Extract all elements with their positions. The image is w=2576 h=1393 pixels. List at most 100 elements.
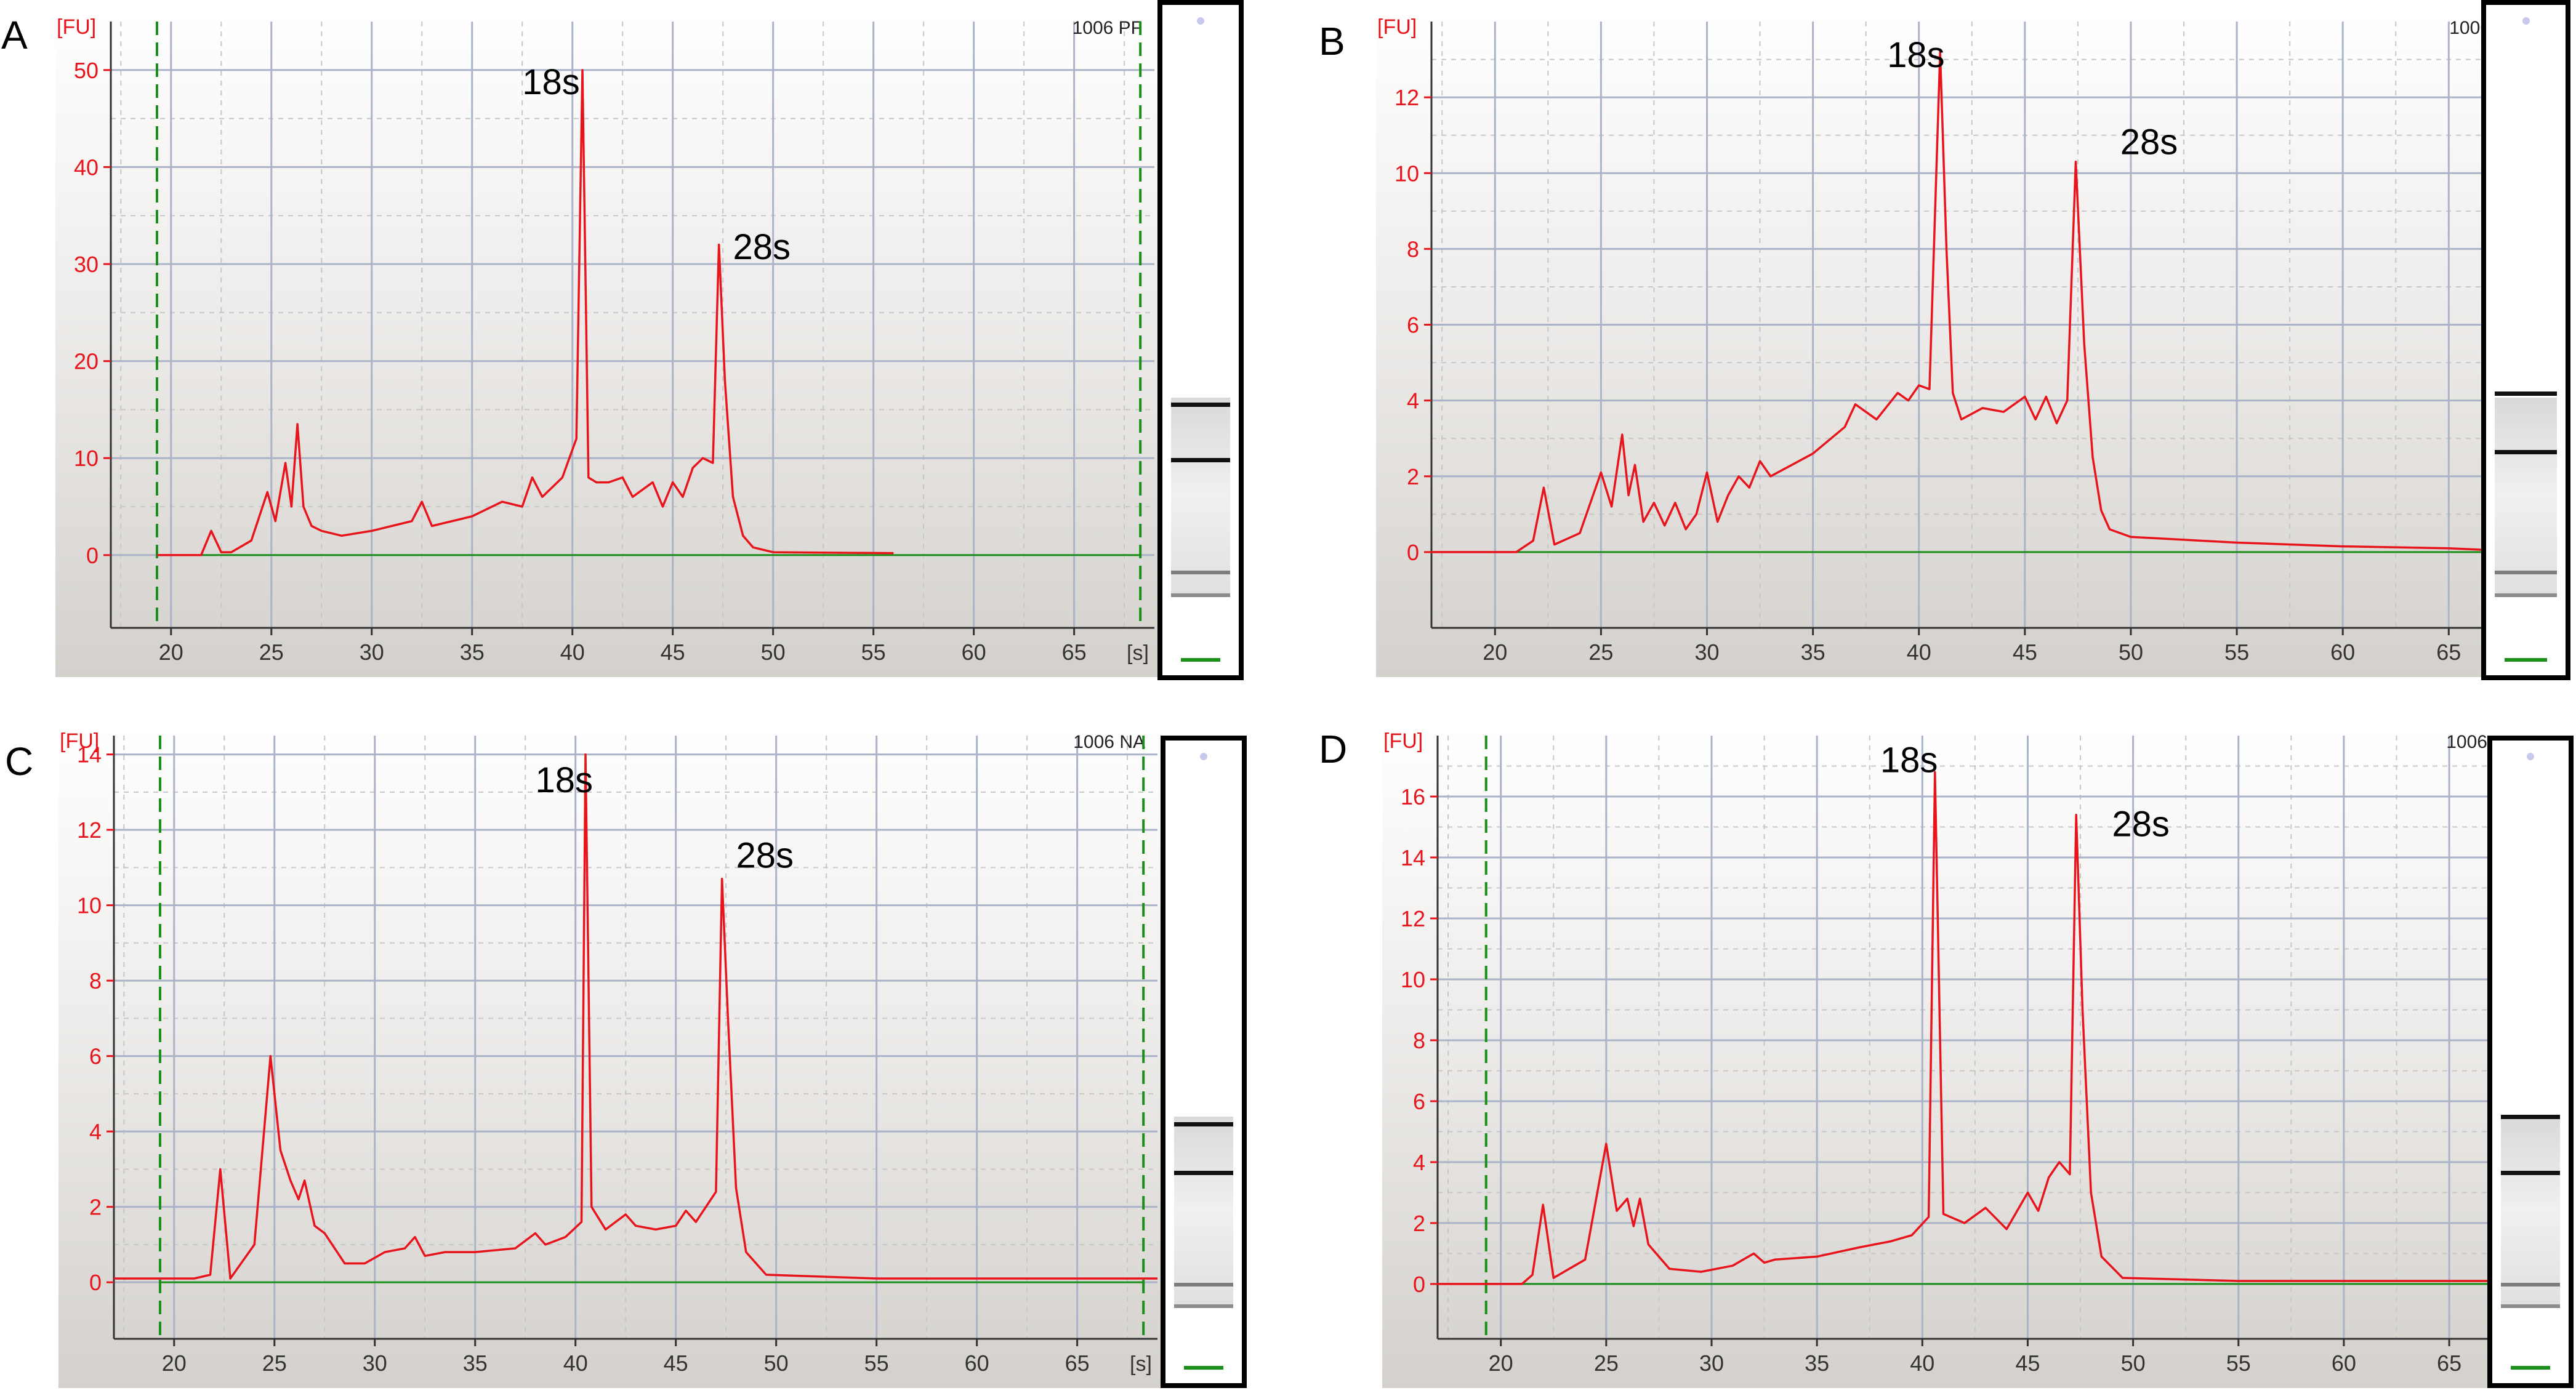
- x-tick-label: 40: [1910, 1351, 1934, 1376]
- panel-letter: D: [1319, 727, 1348, 771]
- x-tick-label: 35: [463, 1351, 488, 1376]
- gel-band: [2501, 1171, 2560, 1176]
- x-tick-label: 50: [2121, 1351, 2146, 1376]
- panel-letter: A: [1, 13, 28, 57]
- x-tick-label: 30: [360, 640, 384, 665]
- y-tick-label: 12: [77, 817, 102, 843]
- gel-well: [2527, 753, 2534, 760]
- x-tick-label: 25: [1594, 1351, 1619, 1376]
- y-tick-label: 14: [1401, 845, 1425, 870]
- gel-band: [2495, 450, 2557, 455]
- y-tick-label: 20: [74, 349, 99, 374]
- x-tick-label: 65: [2436, 640, 2461, 665]
- gel-smear: [1171, 397, 1230, 593]
- panel-letter: C: [5, 739, 34, 784]
- gel-band: [1171, 457, 1230, 462]
- y-tick-label: 30: [74, 252, 99, 277]
- x-tick-label: 55: [2224, 640, 2249, 665]
- gel-marker-band: [1181, 658, 1220, 662]
- trace-line: [114, 753, 1157, 1280]
- x-tick-label: 45: [2015, 1351, 2040, 1376]
- gel-band: [2495, 391, 2557, 396]
- x-tick-label: 20: [1483, 640, 1507, 665]
- x-tick-label: 40: [1907, 640, 1931, 665]
- x-tick-label: 60: [2330, 640, 2355, 665]
- x-tick-label: 55: [2226, 1351, 2251, 1376]
- peak-annotation: 28s: [2112, 804, 2170, 844]
- gel-band: [2495, 593, 2557, 597]
- gel-band: [1174, 1122, 1233, 1126]
- x-tick-label: 65: [1065, 1351, 1090, 1376]
- gel-smear: [1174, 1117, 1233, 1305]
- y-tick-label: 2: [1407, 464, 1419, 489]
- gel-well: [1197, 17, 1204, 25]
- x-tick-label: 50: [764, 1351, 789, 1376]
- y-tick-label: 10: [77, 893, 102, 918]
- major-grid: [1431, 22, 2534, 628]
- major-grid: [114, 736, 1157, 1339]
- x-axis-label: [s]: [1130, 1352, 1152, 1376]
- gel-band: [2501, 1114, 2560, 1119]
- x-tick-label: 20: [159, 640, 183, 665]
- panel-b: B 02468101220253035404550556065[FU][s]10…: [1318, 0, 2576, 683]
- peak-annotation: 28s: [733, 227, 791, 267]
- sample-title: 1006 PF: [1073, 18, 1142, 38]
- gel-lane-a: [1157, 0, 1244, 680]
- y-tick-label: 0: [89, 1270, 102, 1295]
- panel-letter: B: [1319, 19, 1345, 63]
- x-tick-label: 30: [1699, 1351, 1724, 1376]
- x-tick-label: 35: [1805, 1351, 1829, 1376]
- x-tick-label: 60: [2332, 1351, 2356, 1376]
- gel-band: [1174, 1283, 1233, 1287]
- gel-band: [1171, 570, 1230, 574]
- x-tick-label: 45: [661, 640, 685, 665]
- y-tick-label: 4: [1407, 388, 1419, 414]
- trace-line: [1431, 50, 2534, 553]
- y-tick-label: 6: [1413, 1089, 1425, 1114]
- y-axis-label: [FU]: [1377, 15, 1417, 39]
- x-tick-label: 50: [761, 640, 786, 665]
- gel-band: [2501, 1283, 2560, 1287]
- y-tick-label: 50: [74, 58, 99, 83]
- x-tick-label: 30: [1694, 640, 1719, 665]
- peak-annotation: 28s: [2120, 122, 2178, 162]
- gel-marker-band: [2505, 658, 2547, 662]
- chart-svg: 02468101220253035404550556065[FU][s]1006…: [1377, 15, 2534, 665]
- gel-well: [2522, 17, 2530, 25]
- y-tick-label: 4: [1413, 1150, 1425, 1175]
- y-axis-label: [FU]: [60, 729, 99, 753]
- gel-band: [1171, 403, 1230, 407]
- x-axis-label: [s]: [1127, 641, 1149, 665]
- x-tick-label: 40: [563, 1351, 588, 1376]
- x-tick-label: 55: [861, 640, 886, 665]
- electropherogram-a: 0 10 20 30 40 50 20 25 30 35 40 45 50 55 60 65 [FU] [s] 10…: [55, 12, 1161, 677]
- y-tick-label: 14: [77, 742, 102, 768]
- x-tick-label: 25: [262, 1351, 287, 1376]
- x-tick-label: 40: [560, 640, 585, 665]
- major-grid: [1438, 736, 2534, 1339]
- trace-line: [157, 69, 894, 556]
- y-tick-label: 8: [1413, 1028, 1425, 1053]
- y-tick-label: 10: [74, 446, 99, 471]
- y-tick-label: 8: [1407, 236, 1419, 262]
- y-tick-label: 40: [74, 155, 99, 180]
- y-tick-label: 6: [1407, 313, 1419, 338]
- y-tick-label: 2: [1413, 1211, 1425, 1236]
- x-tick-label: 20: [1489, 1351, 1513, 1376]
- sample-title: 1006 NA: [1073, 732, 1145, 752]
- gel-marker-band: [1184, 1366, 1223, 1370]
- x-tick-label: 35: [460, 640, 485, 665]
- chart-svg: 024681012141620253035404550556065[FU][s]…: [1383, 729, 2534, 1376]
- electropherogram-d: 024681012141620253035404550556065[FU][s]…: [1382, 726, 2540, 1388]
- peak-annotation: 18s: [536, 760, 594, 800]
- x-tick-label: 45: [2013, 640, 2037, 665]
- gel-image: [2492, 741, 2569, 1383]
- y-tick-label: 10: [1395, 161, 1419, 186]
- peak-annotation: 18s: [1887, 35, 1945, 75]
- peak-annotation: 28s: [736, 835, 794, 875]
- gel-marker-band: [2511, 1366, 2550, 1370]
- gel-image: [1165, 741, 1242, 1383]
- y-tick-label: 0: [86, 543, 99, 568]
- x-tick-label: 35: [1801, 640, 1825, 665]
- y-tick-label: 16: [1401, 784, 1425, 809]
